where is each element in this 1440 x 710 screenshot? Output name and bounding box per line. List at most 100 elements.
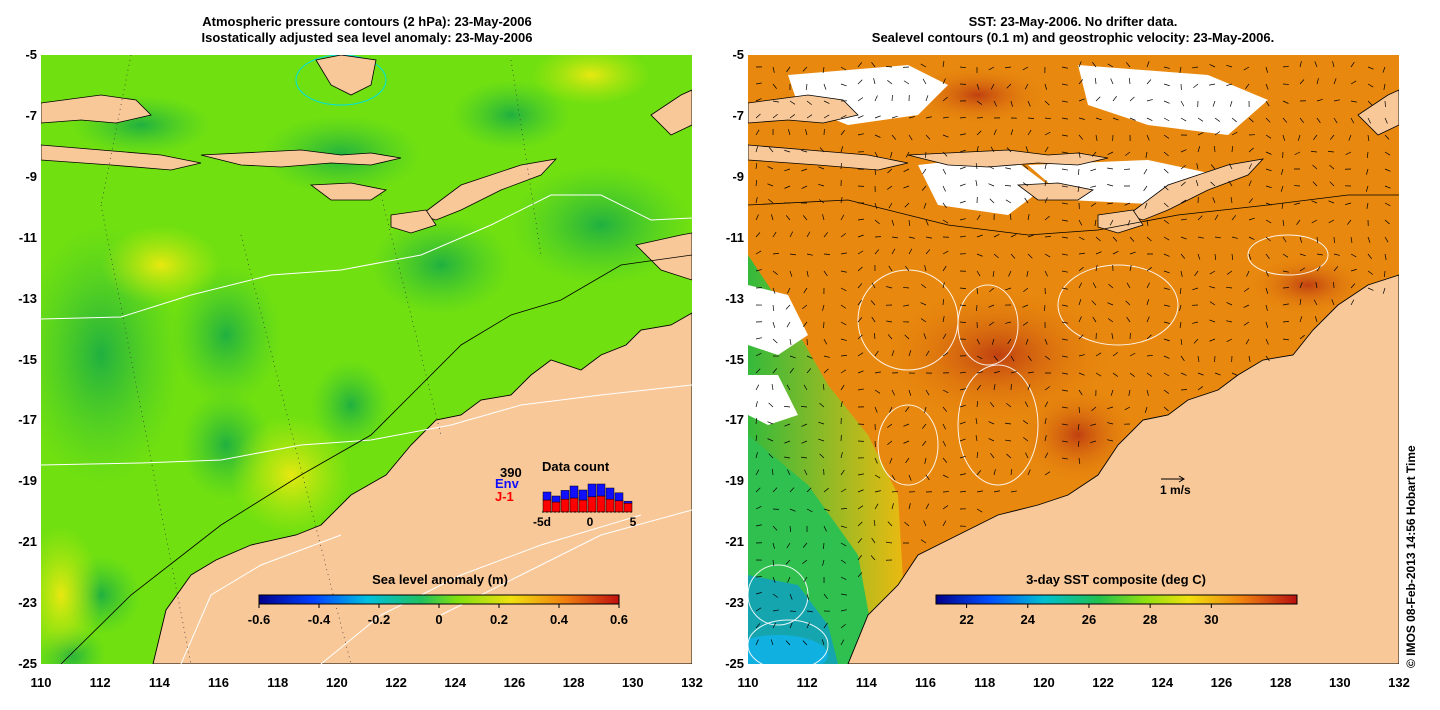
velocity-arrow (1061, 66, 1068, 69)
colorbar-tick-label: 24 (1021, 612, 1036, 627)
velocity-arrow (1004, 184, 1012, 187)
velocity-arrow (857, 505, 864, 510)
velocity-arrow (905, 266, 910, 272)
right-colorbar-ticks: 22 24 26 28 30 (959, 604, 1219, 627)
velocity-arrow (991, 338, 995, 345)
velocity-arrow (1330, 134, 1335, 140)
velocity-arrow (976, 508, 983, 513)
velocity-arrow (1180, 218, 1187, 221)
velocity-arrow (891, 219, 895, 226)
inset-bar-j1 (542, 499, 552, 513)
velocity-arrow (1110, 78, 1114, 85)
velocity-arrow (1209, 286, 1216, 289)
velocity-arrow (1027, 100, 1031, 107)
velocity-arrow (806, 593, 809, 600)
velocity-arrow (755, 352, 762, 357)
velocity-arrow (1209, 270, 1216, 275)
velocity-arrow (1146, 282, 1150, 289)
velocity-arrow (1027, 469, 1031, 476)
velocity-arrow (874, 134, 881, 138)
velocity-arrow (755, 401, 758, 408)
velocity-arrow (1061, 151, 1068, 154)
velocity-arrow (886, 286, 893, 289)
velocity-arrow (976, 371, 983, 374)
velocity-arrow (1179, 287, 1182, 294)
velocity-arrow (1299, 61, 1302, 68)
velocity-arrow (1008, 270, 1012, 277)
velocity-arrow (771, 384, 774, 391)
velocity-arrow (1197, 236, 1204, 239)
inset-bar-j1 (578, 499, 588, 513)
velocity-arrow (857, 266, 863, 272)
longitude-tick-label: 114 (855, 675, 877, 690)
velocity-arrow (768, 198, 774, 204)
velocity-arrow (768, 147, 774, 153)
velocity-arrow (959, 455, 966, 459)
velocity-arrow (801, 456, 808, 459)
velocity-arrow (857, 388, 864, 391)
velocity-arrow (891, 503, 894, 510)
data-count-inset: 390 Env J-1 Data count -5d 0 5 (495, 459, 637, 529)
velocity-arrow (1382, 287, 1386, 294)
velocity-arrow (755, 384, 760, 391)
velocity-arrow (1061, 185, 1068, 188)
velocity-arrow (1226, 83, 1233, 87)
velocity-arrow (755, 435, 758, 442)
velocity-arrow (1366, 168, 1369, 175)
velocity-arrow (1333, 253, 1340, 256)
velocity-arrow (1044, 131, 1051, 136)
velocity-arrow (840, 593, 847, 596)
velocity-arrow (1180, 199, 1187, 204)
velocity-arrow (988, 304, 995, 308)
velocity-arrow (1129, 352, 1136, 357)
velocity-arrow (772, 525, 778, 531)
velocity-arrow (942, 282, 945, 289)
longitude-tick-label: 116 (208, 675, 230, 690)
inset-total-count: 390 (500, 465, 522, 480)
velocity-arrow (1061, 219, 1068, 222)
velocity-arrow (840, 609, 847, 612)
velocity-arrow (789, 114, 796, 119)
velocity-arrow (755, 113, 761, 119)
longitude-tick-label: 110 (737, 675, 759, 690)
velocity-arrow (1010, 253, 1016, 259)
velocity-arrow (784, 423, 791, 427)
velocity-arrow (1144, 202, 1148, 209)
velocity-arrow (1163, 253, 1170, 257)
velocity-arrow (1123, 168, 1131, 170)
inset-xtick-2: 5 (630, 515, 637, 529)
latitude-tick-label: -25 (725, 656, 744, 671)
velocity-arrow (1092, 282, 1097, 289)
velocity-arrow (1010, 469, 1013, 476)
velocity-arrow (840, 488, 847, 493)
velocity-arrow (1061, 134, 1068, 137)
longitude-tick-label: 118 (974, 675, 996, 690)
velocity-arrow (1061, 355, 1068, 358)
velocity-arrow (755, 524, 762, 527)
velocity-arrow (1129, 117, 1136, 121)
velocity-arrow (767, 438, 774, 442)
velocity-arrow (1316, 253, 1323, 256)
velocity-arrow (1095, 77, 1097, 85)
velocity-arrow (1214, 372, 1221, 376)
right-title-line2: Sealevel contours (0.1 m) and geostrophi… (871, 30, 1275, 45)
velocity-arrow (908, 503, 911, 510)
colorbar-tick-label: 0 (435, 612, 442, 627)
velocity-arrow (1282, 100, 1289, 104)
velocity-arrow (787, 129, 791, 136)
velocity-arrow (1163, 406, 1169, 412)
velocity-arrow (1365, 185, 1369, 192)
velocity-arrow (959, 473, 966, 476)
velocity-arrow (1265, 151, 1272, 155)
velocity-arrow (789, 338, 792, 345)
colorbar-tick-label: 0.4 (550, 612, 569, 627)
velocity-arrow (1006, 83, 1012, 89)
velocity-arrow (1248, 253, 1252, 260)
velocity-arrow (840, 270, 847, 273)
latitude-tick-label: -11 (18, 229, 37, 245)
velocity-arrow (870, 555, 876, 561)
velocity-arrow (821, 639, 825, 646)
velocity-arrow (1163, 236, 1170, 241)
latitude-tick-label: -19 (725, 473, 744, 489)
velocity-arrow (1044, 83, 1048, 90)
